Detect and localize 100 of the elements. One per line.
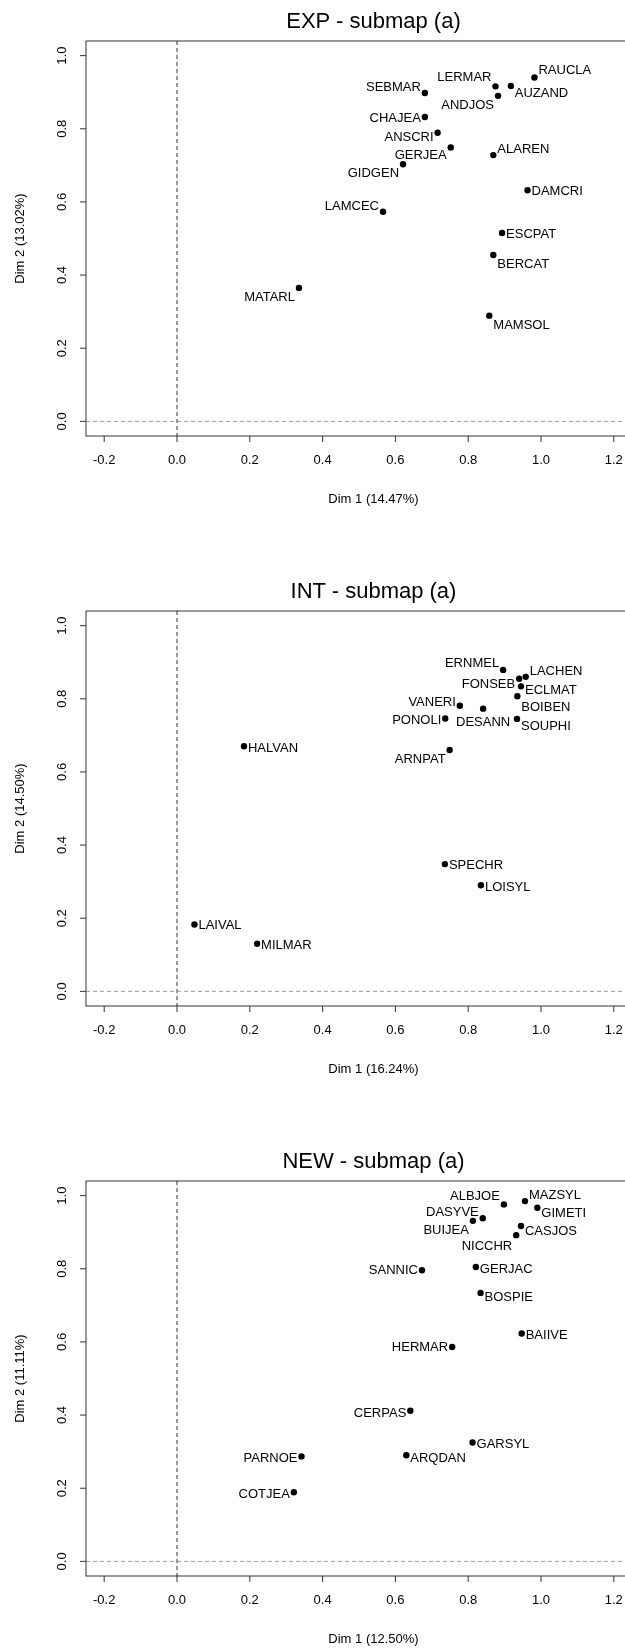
point — [518, 1330, 525, 1337]
point — [486, 312, 493, 319]
point — [469, 1217, 477, 1225]
annotation: AUZAND — [514, 84, 569, 100]
annotation: ECLMAT — [524, 682, 577, 698]
annotation: PONOLI — [392, 711, 442, 727]
annotation: COTJEA — [238, 1486, 291, 1502]
x-tick-label: 0.8 — [459, 1022, 478, 1037]
point — [472, 1263, 480, 1271]
point — [290, 1489, 298, 1496]
annotation: BOIBEN — [521, 699, 571, 715]
annotation: PARNOE — [243, 1450, 298, 1466]
x-tick-label: 0.2 — [240, 1592, 259, 1607]
annotation: MATARL — [244, 288, 295, 304]
x-tick-label: 0.8 — [459, 1592, 478, 1607]
point — [399, 161, 407, 168]
y-tick-label: 0.2 — [54, 909, 69, 928]
point — [479, 1215, 486, 1222]
x-tick-label: -0.2 — [93, 1022, 116, 1037]
annotation: LAMCEC — [324, 197, 380, 213]
point — [514, 693, 521, 700]
point — [513, 1231, 520, 1239]
point — [253, 940, 261, 948]
y-tick-label: 0.4 — [54, 1406, 69, 1425]
annotation: RAUCLA — [538, 61, 592, 77]
x-tick-label: 0.0 — [167, 1592, 187, 1607]
x-tick-label: 0.4 — [313, 1022, 332, 1037]
y-tick-label: 0.4 — [54, 266, 69, 285]
annotation: MAMSOL — [493, 316, 550, 332]
y-tick-label: 0.6 — [54, 1332, 69, 1351]
y-tick-label: 0.2 — [54, 1479, 69, 1498]
point — [522, 673, 529, 681]
point — [521, 1197, 529, 1205]
annotation: ARNPAT — [394, 750, 446, 766]
y-tick-label: 0.6 — [54, 192, 69, 211]
annotation: SEBMAR — [365, 78, 421, 94]
y-tick-label: 0.8 — [54, 1259, 69, 1278]
annotation: FONSEB — [461, 675, 516, 691]
annotation: MAZSYL — [528, 1187, 581, 1203]
annotation: DESANN — [456, 713, 511, 729]
point — [448, 1343, 456, 1351]
x-tick-label: 0.8 — [459, 452, 478, 467]
annotation: GERJEA — [394, 147, 448, 163]
x-axis-title: Dim 1 (16.24%) — [328, 1061, 419, 1076]
annotation: LOISYL — [484, 879, 531, 895]
y-tick-label: 1.0 — [54, 46, 69, 65]
point — [499, 666, 507, 674]
annotation: HALVAN — [247, 740, 299, 756]
point — [447, 144, 454, 151]
annotation: LERMAR — [437, 69, 492, 85]
annotation: BERCAT — [497, 255, 550, 271]
point — [515, 675, 523, 682]
point — [421, 89, 429, 97]
point — [534, 1204, 541, 1211]
annotation: GERJAC — [479, 1260, 533, 1276]
x-axis-title: Dim 1 (14.47%) — [328, 491, 419, 506]
x-tick-label: 0.4 — [313, 452, 332, 467]
annotation: SPECHR — [448, 857, 504, 873]
x-tick-label: 1.0 — [531, 452, 551, 467]
point — [407, 1407, 414, 1414]
annotation: LAIVAL — [198, 917, 242, 933]
annotation: NICCHR — [461, 1238, 513, 1254]
annotation: SOUPHI — [520, 717, 571, 733]
y-axis-title: Dim 2 (11.11%) — [12, 1334, 27, 1423]
point — [379, 208, 387, 215]
point — [498, 229, 506, 237]
x-tick-label: 0.6 — [386, 1592, 405, 1607]
point — [191, 921, 198, 928]
point — [298, 1453, 305, 1460]
y-tick-label: 1.0 — [54, 616, 69, 635]
x-tick-label: 0.0 — [167, 452, 187, 467]
y-tick-label: 0.2 — [54, 339, 69, 358]
point — [517, 1222, 525, 1230]
point — [418, 1267, 426, 1274]
point — [513, 715, 521, 723]
annotation: BUIJEA — [423, 1221, 470, 1237]
annotation: DAMCRI — [531, 183, 583, 199]
annotation: ESCPAT — [506, 226, 557, 242]
x-tick-label: -0.2 — [93, 1592, 116, 1607]
annotation: ARQDAN — [410, 1450, 466, 1466]
chart-title: EXP - submap (a) — [286, 8, 461, 33]
y-tick-label: 0.4 — [54, 836, 69, 855]
point — [403, 1452, 410, 1459]
y-axis-title: Dim 2 (13.02%) — [12, 193, 27, 284]
point — [477, 882, 485, 889]
point — [507, 82, 514, 90]
annotation: GARSYL — [476, 1435, 530, 1451]
point — [441, 860, 449, 868]
point — [479, 705, 487, 712]
annotation: ALAREN — [497, 141, 550, 157]
point — [446, 746, 453, 754]
point — [442, 715, 449, 722]
x-tick-label: 0.4 — [313, 1592, 332, 1607]
annotation: GIDGEN — [347, 165, 400, 181]
x-tick-label: 1.0 — [531, 1592, 551, 1607]
point — [492, 83, 499, 90]
x-tick-label: 0.6 — [386, 1022, 405, 1037]
point — [517, 683, 525, 690]
y-tick-label: 0.8 — [54, 689, 69, 708]
point — [295, 284, 303, 292]
